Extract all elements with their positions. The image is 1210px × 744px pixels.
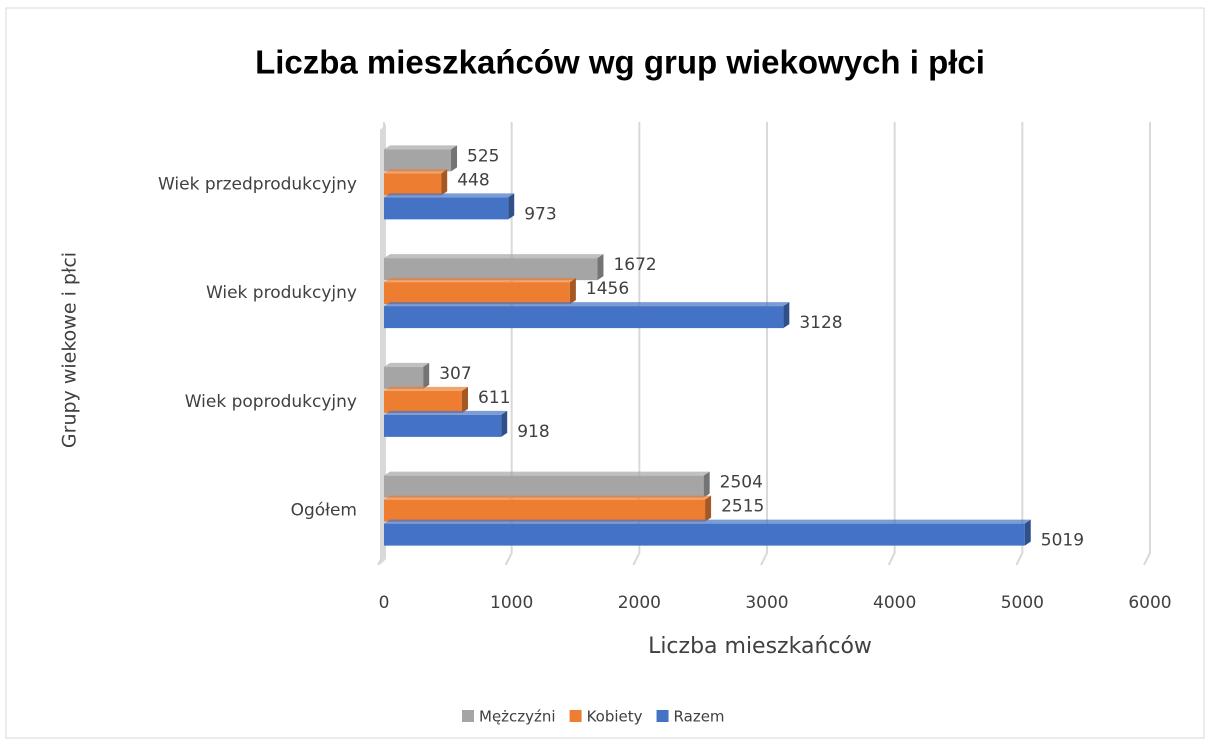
legend-label: Razem bbox=[674, 708, 725, 726]
bar-top bbox=[384, 145, 458, 150]
data-label: 1672 bbox=[613, 255, 656, 275]
data-label: 918 bbox=[517, 422, 549, 442]
bar-top bbox=[384, 519, 1031, 524]
y-tick-label: Wiek produkcyjny bbox=[206, 283, 357, 303]
bar-top bbox=[384, 169, 448, 174]
bar-top bbox=[384, 278, 576, 283]
bar bbox=[384, 390, 463, 413]
grid-line bbox=[632, 122, 641, 566]
bar bbox=[384, 306, 784, 329]
data-label: 611 bbox=[478, 388, 510, 408]
x-tick-label: 0 bbox=[379, 593, 390, 613]
data-label: 973 bbox=[524, 204, 556, 224]
data-label: 448 bbox=[457, 170, 489, 190]
bar bbox=[384, 149, 452, 172]
x-tick-label: 3000 bbox=[745, 593, 788, 613]
bar bbox=[384, 475, 704, 498]
bar-side bbox=[783, 302, 790, 329]
grid-line bbox=[760, 122, 768, 566]
y-axis-title: Grupy wiekowe i płci bbox=[59, 252, 81, 448]
x-tick-label: 5000 bbox=[1001, 593, 1044, 613]
bar-side bbox=[451, 145, 458, 172]
chart-frame bbox=[5, 7, 1205, 739]
data-label: 2504 bbox=[720, 473, 763, 493]
grid-line bbox=[1143, 122, 1151, 566]
bar-side bbox=[705, 495, 712, 522]
legend-label: Mężczyźni bbox=[479, 708, 556, 726]
y-tick-label: Wiek poprodukcyjny bbox=[185, 392, 357, 412]
legend-label: Kobiety bbox=[587, 708, 643, 726]
x-tick-label: 1000 bbox=[490, 593, 533, 613]
data-label: 525 bbox=[467, 146, 499, 166]
bar-side bbox=[508, 193, 515, 220]
legend-swatch bbox=[656, 710, 669, 722]
bar-side bbox=[569, 278, 576, 305]
bar-top bbox=[384, 302, 790, 307]
bar-side bbox=[423, 362, 430, 389]
bar bbox=[384, 499, 706, 522]
data-label: 5019 bbox=[1041, 531, 1084, 551]
bar bbox=[384, 197, 509, 220]
bar-side bbox=[1024, 519, 1031, 546]
bar bbox=[384, 414, 502, 437]
bar-side bbox=[441, 169, 448, 196]
bar-top bbox=[384, 362, 430, 367]
data-label: 307 bbox=[439, 364, 471, 384]
x-axis-title: Liczba mieszkańców bbox=[648, 634, 872, 659]
bar bbox=[384, 366, 424, 389]
y-tick-label: Ogółem bbox=[291, 501, 357, 521]
bar-side bbox=[501, 410, 508, 437]
x-tick-label: 4000 bbox=[873, 593, 916, 613]
bar bbox=[384, 258, 598, 281]
bar-top bbox=[384, 410, 508, 415]
x-tick-label: 6000 bbox=[1128, 593, 1171, 613]
bar bbox=[384, 173, 442, 196]
grid-line bbox=[887, 122, 896, 566]
y-tick-label: Wiek przedprodukcyjny bbox=[158, 174, 357, 194]
bar-side bbox=[703, 471, 710, 498]
bar bbox=[384, 282, 570, 305]
bar-side bbox=[597, 254, 604, 281]
bar-side bbox=[462, 386, 469, 413]
chart-title: Liczba mieszkańców wg grup wiekowych i p… bbox=[255, 44, 985, 81]
grid-line bbox=[1015, 122, 1024, 566]
x-tick-label: 2000 bbox=[618, 593, 661, 613]
bar-top bbox=[384, 193, 515, 198]
data-label: 3128 bbox=[799, 313, 842, 333]
bar-top bbox=[384, 254, 604, 259]
legend-swatch bbox=[569, 710, 582, 722]
data-label: 2515 bbox=[721, 497, 764, 517]
legend-swatch bbox=[462, 710, 474, 722]
bar bbox=[384, 523, 1025, 546]
bar-top bbox=[384, 386, 469, 391]
bar-top bbox=[384, 495, 712, 500]
data-label: 1456 bbox=[586, 279, 629, 299]
bar-top bbox=[384, 471, 710, 476]
